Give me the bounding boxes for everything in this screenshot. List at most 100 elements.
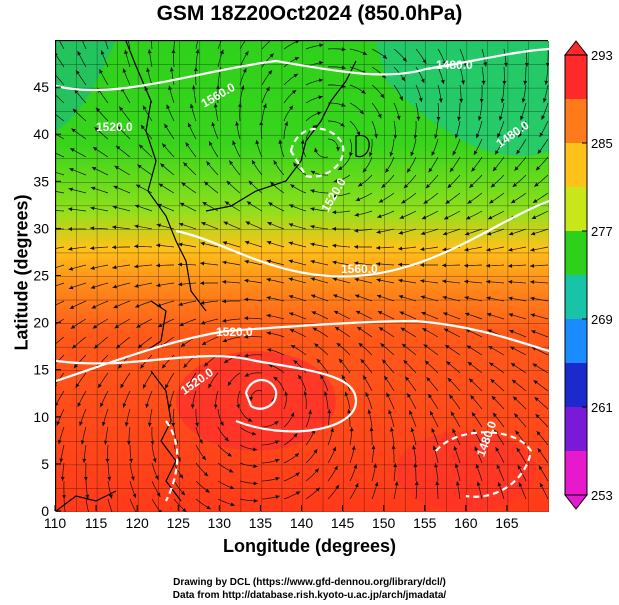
wind-arrow bbox=[226, 180, 231, 186]
wind-arrow bbox=[313, 449, 318, 454]
wind-arrow bbox=[376, 245, 381, 250]
wind-arrow bbox=[68, 246, 73, 251]
wind-arrow bbox=[376, 278, 381, 283]
wind-arrow bbox=[147, 422, 152, 427]
wind-arrow bbox=[471, 412, 476, 417]
wind-arrow bbox=[158, 183, 164, 188]
wind-arrow bbox=[497, 482, 502, 487]
wind-arrow bbox=[269, 53, 274, 58]
map-plot-area: 1480.0 1520.0 1560.0 1520.0 1560.0 1520.… bbox=[45, 31, 550, 517]
wind-arrow bbox=[521, 98, 526, 103]
wind-arrow bbox=[290, 345, 296, 349]
credit-drawing: Drawing by DCL (https://www.gfd-dennou.o… bbox=[173, 577, 446, 588]
wind-arrow bbox=[481, 80, 486, 85]
wind-arrow bbox=[512, 379, 517, 384]
wind-arrow bbox=[450, 167, 454, 172]
wind-arrow bbox=[466, 345, 472, 350]
wind-arrow bbox=[122, 403, 127, 408]
height-contours bbox=[55, 47, 550, 502]
wind-arrow bbox=[105, 458, 110, 463]
wind-arrow bbox=[380, 343, 385, 348]
wind-arrow bbox=[216, 85, 220, 90]
wind-arrow bbox=[420, 78, 425, 83]
wind-arrow bbox=[200, 281, 205, 286]
wind-arrow bbox=[361, 89, 366, 94]
wind-arrow bbox=[327, 409, 332, 414]
wind-arrow bbox=[120, 383, 125, 389]
wind-arrow bbox=[315, 487, 320, 492]
wind-arrow bbox=[398, 230, 403, 235]
wind-arrow bbox=[495, 447, 500, 452]
wind-arrow bbox=[248, 180, 253, 186]
wind-arrow bbox=[407, 393, 411, 398]
y-tick-label: 35 bbox=[33, 173, 49, 189]
wind-arrow bbox=[77, 51, 82, 56]
colorbar-tick-label: 261 bbox=[591, 400, 613, 415]
wind-arrow bbox=[223, 221, 228, 226]
wind-arrow bbox=[393, 134, 398, 139]
wind-arrow bbox=[341, 375, 346, 380]
wind-arrow bbox=[284, 391, 289, 396]
wind-arrow bbox=[319, 43, 324, 48]
wind-arrow bbox=[442, 295, 447, 300]
colorbar-segment bbox=[565, 99, 587, 144]
wind-arrow bbox=[508, 263, 513, 268]
wind-arrow bbox=[381, 183, 386, 188]
wind-arrow bbox=[320, 374, 325, 380]
wind-arrow bbox=[140, 364, 145, 369]
coastline-hokkaido bbox=[355, 134, 370, 158]
wind-arrow bbox=[377, 311, 383, 315]
wind-arrow bbox=[143, 384, 147, 389]
contour-north bbox=[55, 47, 550, 92]
wind-arrow bbox=[533, 380, 538, 385]
colorbar: 293 285 277 269 261 253 bbox=[563, 40, 613, 510]
wind-arrow bbox=[508, 247, 513, 252]
wind-arrow bbox=[150, 440, 155, 445]
wind-arrow bbox=[332, 277, 337, 282]
wind-arrow bbox=[91, 304, 97, 309]
wind-arrow bbox=[147, 49, 152, 54]
wind-arrow bbox=[68, 207, 73, 212]
wind-arrow bbox=[333, 310, 339, 315]
wind-arrow bbox=[244, 353, 249, 358]
wind-arrow bbox=[240, 85, 245, 90]
wind-arrow bbox=[537, 149, 542, 154]
wind-arrow bbox=[201, 455, 206, 460]
wind-arrow bbox=[253, 447, 258, 452]
wind-arrow bbox=[253, 464, 258, 469]
wind-arrow bbox=[470, 395, 475, 400]
wind-arrow bbox=[349, 152, 353, 157]
wind-arrow bbox=[367, 409, 372, 414]
y-tick-label: 40 bbox=[33, 126, 49, 142]
wind-arrow bbox=[497, 133, 501, 138]
wind-arrow bbox=[72, 108, 77, 113]
wind-arrow bbox=[449, 394, 454, 399]
wind-arrow bbox=[118, 364, 123, 369]
wind-arrow bbox=[382, 54, 388, 59]
wind-arrow bbox=[452, 428, 456, 434]
wind-arrow bbox=[157, 323, 163, 328]
wind-arrow bbox=[135, 204, 140, 209]
wind-arrow bbox=[412, 445, 417, 450]
wind-arrow bbox=[357, 327, 362, 331]
wind-arrow bbox=[195, 422, 199, 427]
wind-arrow bbox=[224, 201, 230, 206]
wind-arrow bbox=[177, 457, 181, 462]
wind-arrow bbox=[495, 150, 499, 155]
wind-arrow bbox=[431, 428, 436, 433]
wind-arrow bbox=[443, 312, 448, 316]
wind-arrow bbox=[369, 427, 374, 432]
wind-arrow bbox=[168, 85, 172, 90]
wind-arrow bbox=[134, 264, 139, 269]
wind-arrow bbox=[394, 481, 399, 486]
wind-arrow bbox=[119, 106, 124, 111]
wind-arrow bbox=[244, 297, 249, 302]
wind-arrow bbox=[273, 160, 278, 165]
wind-arrow bbox=[508, 296, 513, 301]
wind-arrow bbox=[434, 134, 438, 139]
wind-arrow bbox=[298, 374, 303, 380]
wind-arrow bbox=[112, 225, 117, 230]
wind-arrow bbox=[122, 68, 127, 73]
wind-arrow bbox=[115, 145, 121, 150]
